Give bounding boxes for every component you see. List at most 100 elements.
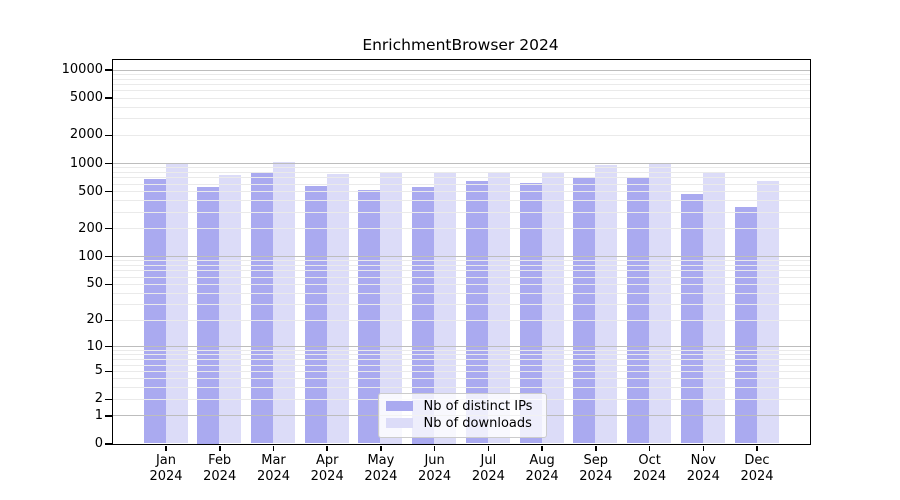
bar-mar-downloads — [273, 162, 295, 444]
bar-oct-distinct-ips — [627, 177, 650, 444]
gridline-30 — [112, 304, 810, 306]
gridline-4000 — [112, 106, 810, 108]
gridline-600 — [112, 183, 810, 185]
y-tick-label-2: 2 — [94, 391, 103, 407]
gridline-8 — [112, 354, 810, 356]
x-tick-apr — [326, 445, 328, 451]
x-tick-label-sep: Sep 2024 — [579, 453, 613, 484]
gridline-5000 — [112, 97, 810, 99]
gridline-400 — [112, 200, 810, 202]
bar-jan-downloads — [165, 164, 188, 444]
y-tick-50 — [105, 283, 112, 286]
legend-label-downloads: Nb of downloads — [423, 415, 532, 431]
bar-oct-downloads — [649, 162, 672, 444]
bar-jul-downloads — [487, 172, 510, 444]
gridline-300 — [112, 211, 810, 213]
gridline-70 — [112, 270, 810, 272]
gridline-10 — [112, 346, 810, 348]
y-tick-1 — [105, 415, 112, 417]
x-tick-mar — [272, 445, 275, 451]
y-tick-label-5000: 5000 — [69, 90, 103, 106]
x-tick-jun — [433, 445, 436, 451]
gridline-9000 — [112, 73, 810, 75]
legend-swatch-distinct-ips — [385, 400, 413, 412]
bar-may-downloads — [380, 173, 403, 444]
y-tick-2 — [105, 398, 112, 401]
x-tick-aug — [541, 445, 543, 451]
y-tick-label-0: 0 — [94, 436, 103, 451]
x-tick-jul — [487, 445, 490, 451]
gridline-7 — [112, 359, 810, 361]
y-tick-500 — [105, 190, 112, 193]
x-tick-label-jul: Jul 2024 — [471, 453, 505, 484]
gridline-2000 — [112, 134, 810, 136]
gridline-80 — [112, 265, 810, 267]
bar-dec-distinct-ips — [734, 207, 757, 444]
x-tick-label-may: May 2024 — [364, 453, 398, 484]
gridline-50 — [112, 283, 810, 285]
bar-jun-distinct-ips — [412, 186, 435, 444]
x-tick-label-oct: Oct 2024 — [633, 453, 667, 484]
bar-nov-downloads — [702, 171, 725, 444]
x-tick-label-mar: Mar 2024 — [256, 453, 291, 484]
bar-feb-distinct-ips — [197, 186, 220, 444]
bar-apr-distinct-ips — [304, 186, 327, 444]
gridline-500 — [112, 191, 810, 193]
x-tick-label-nov: Nov 2024 — [686, 453, 720, 484]
y-tick-label-100: 100 — [78, 248, 103, 264]
gridline-5 — [112, 370, 810, 372]
gridline-20 — [112, 319, 810, 321]
x-tick-label-jun: Jun 2024 — [418, 453, 452, 484]
x-tick-label-dec: Dec 2024 — [740, 453, 774, 484]
gridline-100 — [112, 256, 810, 258]
x-tick-dec — [756, 445, 758, 451]
gridline-800 — [112, 172, 810, 173]
legend-row-downloads: Nb of downloads — [379, 415, 546, 432]
y-tick-label-2000: 2000 — [69, 127, 103, 143]
y-tick-label-50: 50 — [86, 276, 103, 292]
gridline-60 — [112, 276, 810, 278]
gridline-6000 — [112, 90, 810, 92]
legend-label-distinct-ips: Nb of distinct IPs — [423, 398, 533, 414]
gridline-7000 — [112, 84, 810, 85]
gridline-3 — [112, 387, 810, 389]
y-tick-label-20: 20 — [86, 312, 103, 328]
gridline-1000 — [112, 163, 810, 164]
y-tick-5000 — [105, 97, 112, 99]
y-tick-200 — [105, 227, 112, 230]
bar-feb-downloads — [219, 174, 242, 444]
bar-may-distinct-ips — [358, 190, 381, 444]
x-tick-label-jan: Jan 2024 — [149, 453, 183, 484]
gridline-4 — [112, 378, 810, 380]
y-tick-100 — [105, 255, 112, 258]
y-tick-label-200: 200 — [78, 220, 103, 236]
gridline-40 — [112, 292, 810, 294]
y-tick-label-1000: 1000 — [69, 155, 103, 171]
gridline-8000 — [112, 78, 810, 80]
gridline-200 — [112, 228, 810, 230]
plot-area: Nb of distinct IPs Nb of downloads — [111, 58, 811, 445]
x-tick-nov — [702, 445, 704, 451]
gridline-700 — [112, 177, 810, 179]
gridline-3000 — [112, 118, 810, 120]
y-tick-label-10: 10 — [86, 338, 103, 354]
x-tick-feb — [219, 445, 221, 451]
y-tick-5 — [105, 370, 112, 372]
bar-sep-distinct-ips — [573, 177, 596, 444]
legend: Nb of distinct IPs Nb of downloads — [377, 392, 547, 438]
y-tick-label-1: 1 — [94, 407, 103, 423]
y-tick-label-10000: 10000 — [61, 62, 103, 77]
x-tick-sep — [595, 445, 597, 451]
legend-swatch-downloads — [385, 417, 413, 429]
bar-dec-downloads — [756, 181, 779, 444]
gridline-90 — [112, 260, 810, 262]
bar-jan-distinct-ips — [143, 179, 166, 444]
chart-title: EnrichmentBrowser 2024 — [362, 36, 559, 54]
bar-apr-downloads — [326, 174, 349, 444]
y-tick-20 — [105, 319, 112, 322]
x-tick-label-feb: Feb 2024 — [203, 453, 237, 484]
gridline-10000 — [112, 69, 810, 71]
y-tick-2000 — [105, 134, 112, 137]
y-tick-label-500: 500 — [78, 183, 103, 199]
